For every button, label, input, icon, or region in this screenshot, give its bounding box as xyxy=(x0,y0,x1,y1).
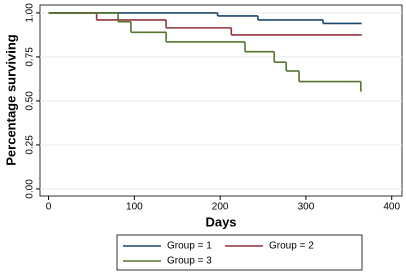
y-axis-title: Percentage surviving xyxy=(3,34,18,166)
y-tick-label: 0.00 xyxy=(25,179,36,199)
x-tick-label: 400 xyxy=(383,202,400,213)
legend-box xyxy=(116,234,363,271)
legend-label: Group = 2 xyxy=(269,241,314,252)
y-tick-label: 0.50 xyxy=(25,91,36,111)
x-tick-label: 0 xyxy=(46,202,52,213)
y-tick-label: 0.25 xyxy=(25,135,36,155)
y-tick-label: 0.75 xyxy=(25,47,36,67)
legend-label: Group = 3 xyxy=(167,256,212,267)
x-axis-title: Days xyxy=(205,214,236,229)
x-tick-label: 300 xyxy=(298,202,315,213)
y-tick-label: 1.00 xyxy=(25,3,36,23)
x-tick-label: 100 xyxy=(126,202,143,213)
legend-label: Group = 1 xyxy=(167,241,212,252)
x-tick-label: 200 xyxy=(212,202,229,213)
